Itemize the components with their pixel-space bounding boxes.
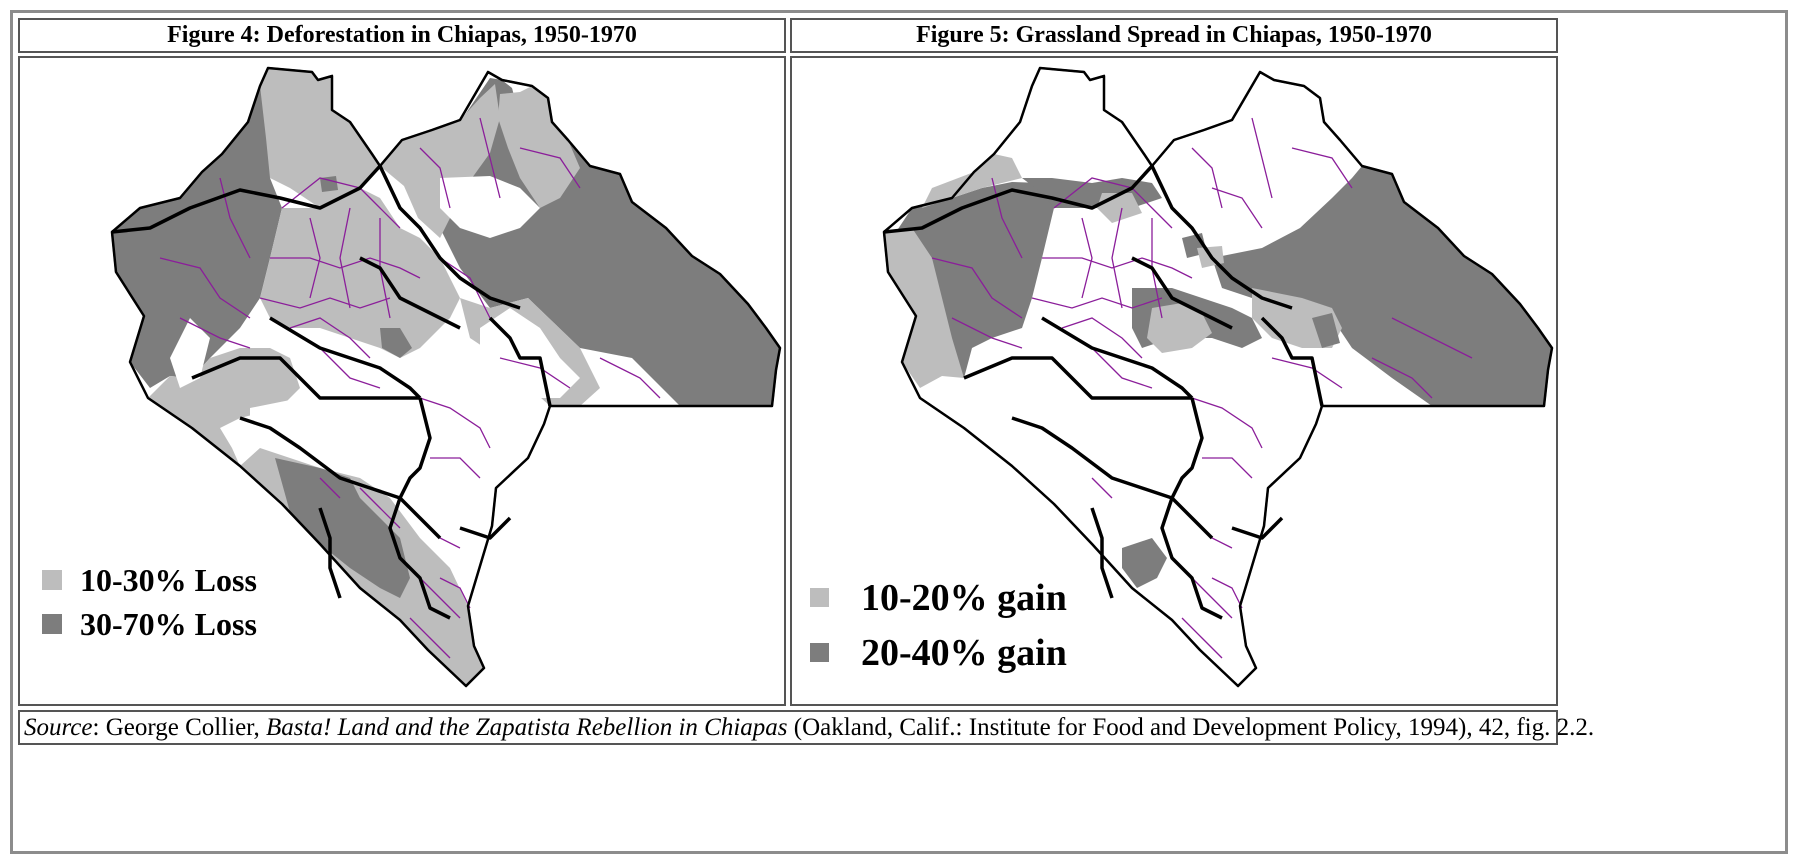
fig5-zone-dark-south <box>1122 538 1167 588</box>
figure5-legend: 10-20% gain 20-40% gain <box>810 570 1067 680</box>
fig4-zone-light-north-2 <box>252 68 380 208</box>
fig4-state-outline <box>110 66 782 688</box>
figure5-territory <box>882 66 1554 688</box>
source-label: Source <box>24 713 93 741</box>
fig4-zone-dark-north-patch <box>320 176 338 192</box>
legend-swatch-light <box>42 570 62 590</box>
legend-swatch-dark <box>810 643 829 662</box>
fig4-zone-dark-central-patch <box>380 328 412 358</box>
fig5-zone-light-west <box>884 228 964 388</box>
source-book-title: Basta! Land and the Zapatista Rebellion … <box>266 713 788 741</box>
legend-item: 30-70% Loss <box>42 602 257 646</box>
fig5-zone-dark-northeast <box>1212 166 1552 406</box>
figure4-title: Figure 4: Deforestation in Chiapas, 1950… <box>18 18 786 53</box>
legend-label: 10-20% gain <box>861 576 1067 619</box>
figure4-territory <box>110 66 782 688</box>
figure4-map <box>110 66 782 688</box>
source-caption: Source: George Collier, Basta! Land and … <box>18 710 1594 745</box>
legend-label: 20-40% gain <box>861 631 1067 674</box>
legend-swatch-dark <box>42 614 62 634</box>
legend-item: 10-30% Loss <box>42 558 257 602</box>
legend-item: 10-20% gain <box>810 570 1067 625</box>
source-text-a: : George Collier, <box>92 713 266 741</box>
legend-label: 10-30% Loss <box>80 561 257 598</box>
fig4-white-west <box>170 318 210 388</box>
fig4-white-southeast <box>410 378 490 528</box>
figure5-map <box>882 66 1554 688</box>
fig5-zone-light-center <box>1147 303 1212 353</box>
fig5-zone-light-northwest <box>922 154 1022 208</box>
fig4-zone-dark-northwest <box>112 86 282 388</box>
fig4-zone-dark-northeast <box>416 78 780 406</box>
fig4-white-center <box>250 398 420 478</box>
fig4-white-east <box>480 308 580 398</box>
figure5-map-panel: 10-20% gain 20-40% gain <box>790 56 1558 706</box>
fig4-zone-light-central <box>260 188 460 358</box>
fig4-region-borders <box>111 164 552 620</box>
fig5-state-outline <box>882 66 1554 688</box>
legend-swatch-light <box>810 588 829 607</box>
figure-frame: Figure 4: Deforestation in Chiapas, 1950… <box>10 10 1788 854</box>
legend-item: 20-40% gain <box>810 625 1067 680</box>
fig5-zone-dark-small-east <box>1312 313 1340 348</box>
fig4-white-north <box>440 176 540 238</box>
legend-label: 30-70% Loss <box>80 605 257 642</box>
figure4-map-panel: 10-30% Loss 30-70% Loss <box>18 56 786 706</box>
fig4-zone-light-northeast-2 <box>498 86 580 208</box>
fig5-zone-dark-northwest <box>892 182 1054 378</box>
fig5-region-borders <box>883 164 1324 620</box>
figure4-legend: 10-30% Loss 30-70% Loss <box>42 558 257 646</box>
source-text-b: (Oakland, Calif.: Institute for Food and… <box>787 713 1595 741</box>
figure5-title: Figure 5: Grassland Spread in Chiapas, 1… <box>790 18 1558 53</box>
fig4-zone-dark-coast <box>275 458 410 598</box>
